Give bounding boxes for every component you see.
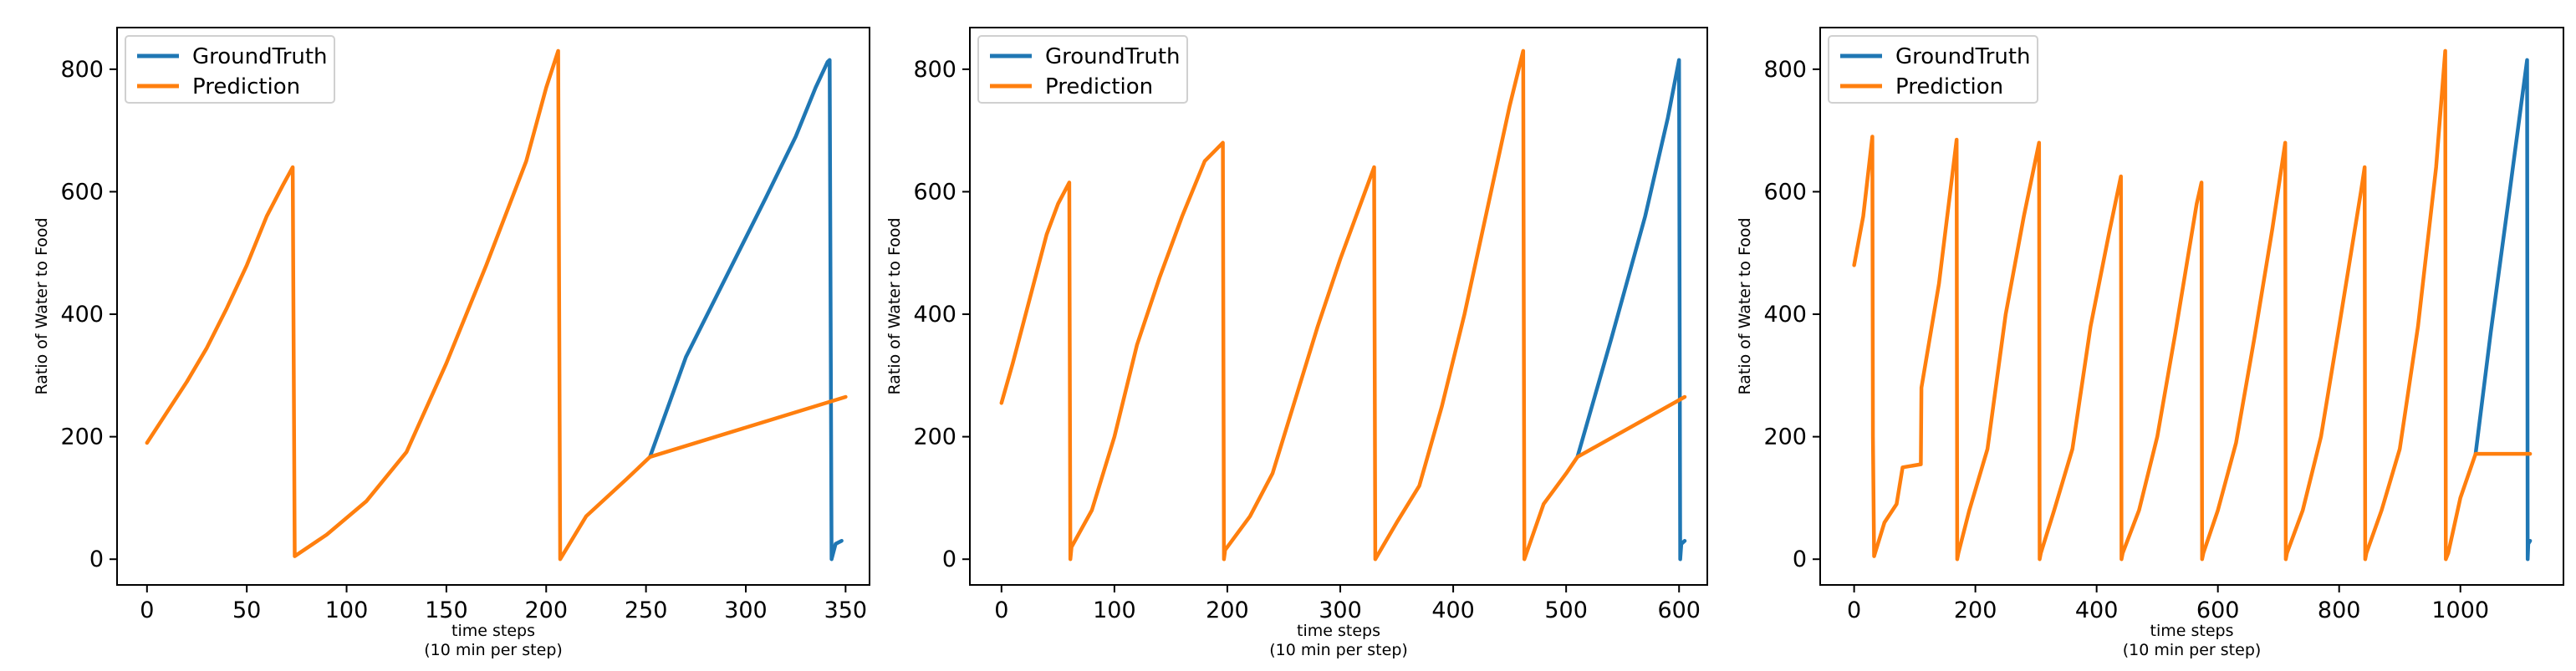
y-tick-label: 600 bbox=[60, 179, 104, 205]
legend-label-prediction: Prediction bbox=[1045, 74, 1153, 99]
x-tick-label: 350 bbox=[824, 597, 868, 623]
x-tick-label: 1000 bbox=[2431, 597, 2489, 623]
series-line-groundtruth bbox=[648, 58, 844, 562]
y-tick-label: 200 bbox=[913, 424, 956, 450]
series-line-groundtruth bbox=[2473, 58, 2533, 562]
legend-label-groundtruth: GroundTruth bbox=[1045, 44, 1181, 69]
x-tick-label: 800 bbox=[2318, 597, 2361, 623]
y-tick-label: 0 bbox=[942, 546, 956, 572]
y-tick-label: 400 bbox=[913, 302, 956, 328]
x-tick-label: 200 bbox=[1206, 597, 1249, 623]
chart-3: 0 200 400 600 800 1000 0 200 400 600 800 time steps… bbox=[1736, 27, 2564, 659]
y-tick-label: 200 bbox=[1763, 424, 1807, 450]
legend-label-groundtruth: GroundTruth bbox=[192, 44, 328, 69]
x-tick-label: 600 bbox=[2196, 597, 2240, 623]
y-tick-label: 400 bbox=[60, 302, 104, 328]
legend: GroundTruth Prediction bbox=[125, 35, 335, 104]
legend: GroundTruth Prediction bbox=[977, 35, 1188, 104]
x-tick-label: 100 bbox=[325, 597, 369, 623]
legend-label-groundtruth: GroundTruth bbox=[1895, 44, 2031, 69]
y-tick-label: 0 bbox=[1793, 546, 1807, 572]
x-tick-label: 100 bbox=[1093, 597, 1136, 623]
plot-frame bbox=[969, 27, 1708, 586]
y-axis-label: Ratio of Water to Food bbox=[1736, 217, 1754, 394]
series-line-prediction bbox=[999, 48, 1687, 562]
y-tick-label: 600 bbox=[1763, 179, 1807, 205]
x-tick-label: 250 bbox=[625, 597, 668, 623]
x-tick-label: 300 bbox=[724, 597, 768, 623]
legend: GroundTruth Prediction bbox=[1828, 35, 2038, 104]
x-tick-label: 200 bbox=[1954, 597, 1997, 623]
y-axis-label: Ratio of Water to Food bbox=[33, 217, 51, 394]
x-tick-label: 200 bbox=[524, 597, 568, 623]
plot-frame bbox=[1819, 27, 2564, 586]
x-tick-label: 50 bbox=[232, 597, 261, 623]
y-tick-label: 200 bbox=[60, 424, 104, 450]
x-tick-label: 400 bbox=[1431, 597, 1475, 623]
x-tick-label: 0 bbox=[140, 597, 154, 623]
y-tick-label: 400 bbox=[1763, 302, 1807, 328]
x-tick-label: 300 bbox=[1319, 597, 1362, 623]
y-tick-label: 800 bbox=[60, 57, 104, 83]
y-tick-label: 600 bbox=[913, 179, 956, 205]
y-tick-label: 0 bbox=[89, 546, 104, 572]
x-tick-label: 150 bbox=[425, 597, 468, 623]
x-tick-label: 500 bbox=[1544, 597, 1588, 623]
x-tick-label: 0 bbox=[994, 597, 1008, 623]
x-tick-label: 400 bbox=[2075, 597, 2119, 623]
plot-frame bbox=[116, 27, 870, 586]
legend-label-prediction: Prediction bbox=[1895, 74, 2003, 99]
y-tick-label: 800 bbox=[1763, 57, 1807, 83]
legend-label-prediction: Prediction bbox=[192, 74, 300, 99]
series-line-prediction bbox=[1852, 48, 2533, 562]
chart-1: 0 50 100 150 200 250 300 350 0 200 400 600 800 time s… bbox=[33, 27, 870, 659]
x-axis-label: time steps (10 min per step) bbox=[2123, 622, 2262, 659]
x-tick-label: 0 bbox=[1847, 597, 1861, 623]
y-tick-label: 800 bbox=[913, 57, 956, 83]
series-line-prediction bbox=[145, 48, 848, 562]
series-line-groundtruth bbox=[1575, 58, 1687, 562]
y-axis-label: Ratio of Water to Food bbox=[885, 217, 904, 394]
chart-2: 0 100 200 300 400 500 600 0 200 400 600 800 time ste… bbox=[885, 27, 1708, 659]
x-axis-label: time steps (10 min per step) bbox=[1269, 622, 1408, 659]
x-axis-label: time steps (10 min per step) bbox=[424, 622, 563, 659]
x-tick-label: 600 bbox=[1657, 597, 1701, 623]
